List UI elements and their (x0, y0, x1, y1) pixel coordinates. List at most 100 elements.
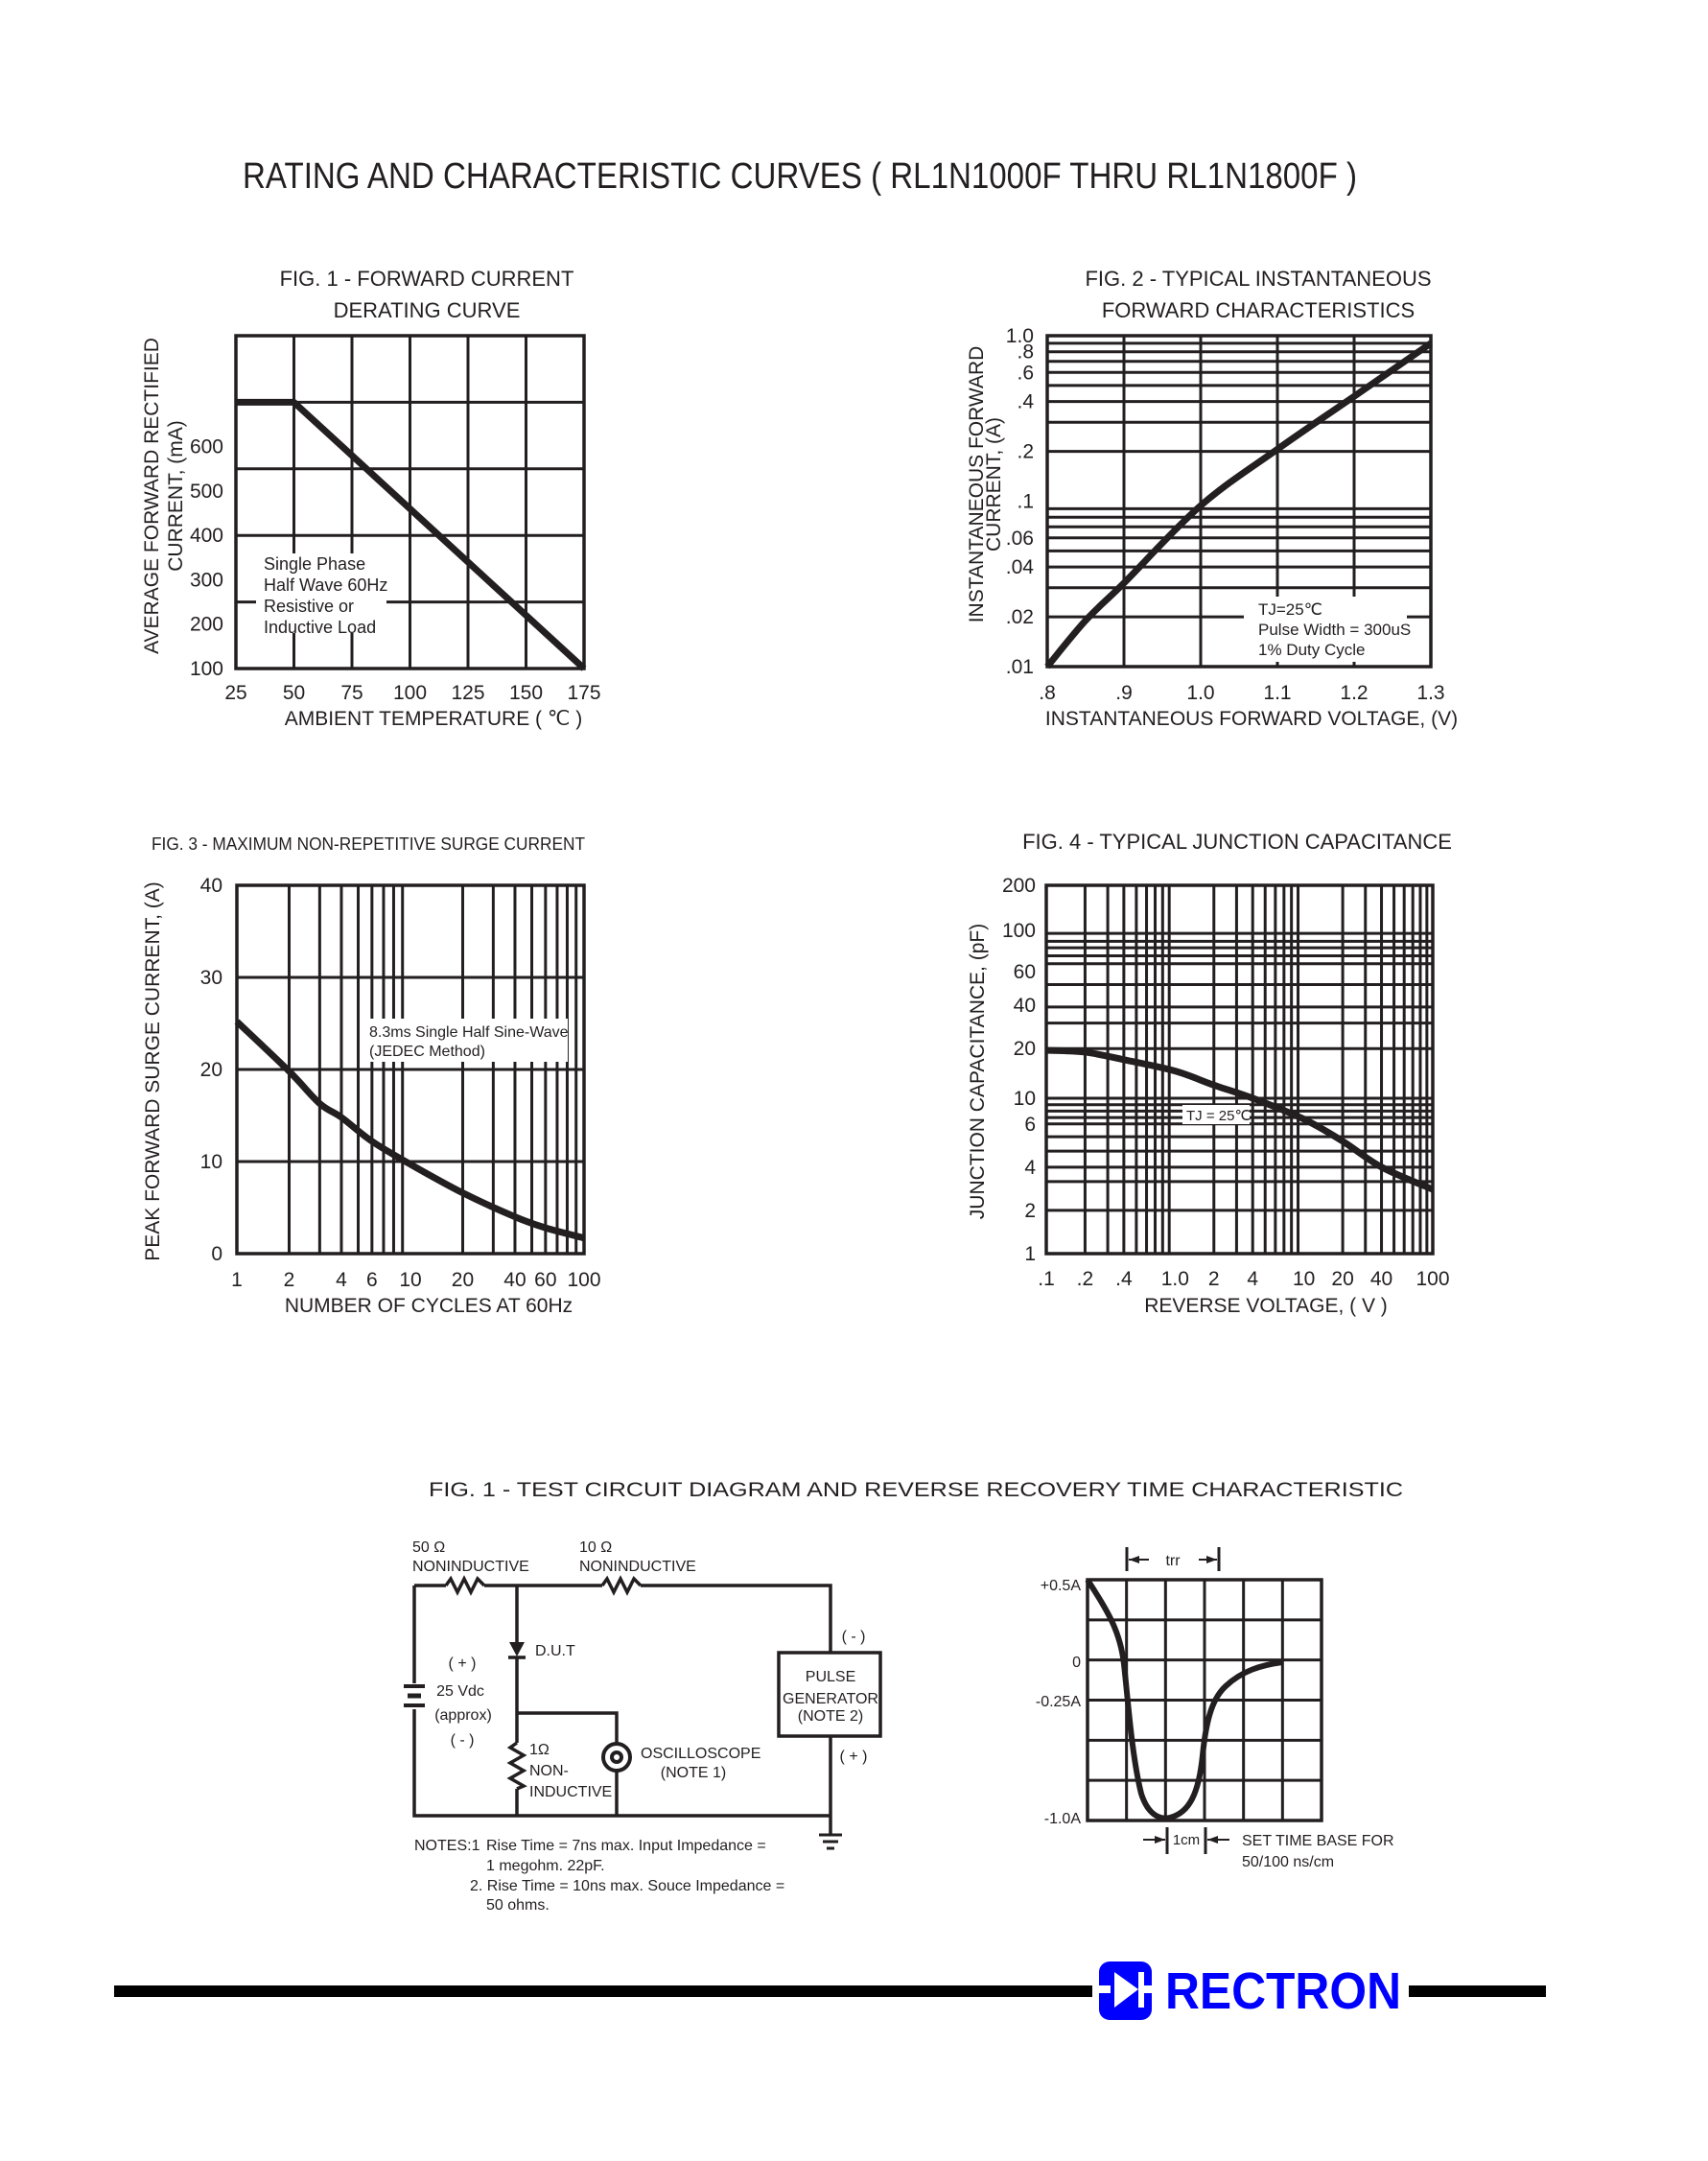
fig2-y-axis-title-line1: INSTANTANEOUS FORWARD (966, 346, 988, 623)
r50-value: 50 Ω (412, 1539, 445, 1556)
y-tick-label: .8 (1017, 341, 1034, 364)
x-tick-label: 4 (336, 1269, 347, 1291)
data-point (1084, 1051, 1086, 1053)
data-point (293, 401, 294, 403)
annotation-background (1182, 1105, 1250, 1124)
y-tick-label: 10 (200, 1151, 222, 1173)
circuit-wires (412, 1584, 832, 1835)
annotation-text: TJ=25℃ (1258, 600, 1322, 619)
reverse-recovery-waveform: +0.5A 0 -0.25A -1.0A trr 1cm SET TIME BA… (1036, 1547, 1394, 1870)
fig3-title: FIG. 3 - MAXIMUM NON-REPETITIVE SURGE CU… (152, 834, 585, 854)
x-tick-label: 40 (1370, 1268, 1392, 1290)
x-tick-label: .1 (1038, 1268, 1055, 1290)
x-tick-label: 20 (1331, 1268, 1353, 1290)
wave-label-plus-half: +0.5A (1041, 1578, 1082, 1594)
data-point (1213, 1084, 1215, 1086)
y-tick-label: .02 (1006, 606, 1034, 628)
fig4-x-axis-title: REVERSE VOLTAGE, ( V ) (1144, 1295, 1388, 1317)
annotation-text: Pulse Width = 300uS (1258, 621, 1411, 639)
fig4-y-axis-title: JUNCTION CAPACITANCE, (pF) (967, 924, 989, 1219)
x-tick-label: 50 (283, 682, 305, 704)
y-tick-label: 500 (190, 481, 223, 503)
fig2-x-axis-title: INSTANTANEOUS FORWARD VOLTAGE, (V) (1045, 708, 1458, 730)
recovery-current-curve (1085, 1578, 1283, 1821)
resistor-50-ohm-icon (444, 1575, 486, 1596)
x-tick-label: .9 (1115, 682, 1133, 704)
y-tick-label: 30 (200, 967, 222, 989)
resistor-10-ohm-icon (600, 1575, 643, 1596)
annotation-text: 8.3ms Single Half Sine-Wave (369, 1024, 569, 1041)
page-title: RATING AND CHARACTERISTIC CURVES ( RL1N1… (243, 156, 1357, 197)
x-tick-label: 1.2 (1340, 682, 1368, 704)
x-tick-label: 150 (509, 682, 543, 704)
r10-value: 10 Ω (579, 1539, 612, 1556)
y-tick-label: 200 (1002, 875, 1036, 897)
scale-label: 1cm (1173, 1832, 1200, 1848)
data-point (340, 1116, 342, 1118)
supply-plus: ( + ) (449, 1656, 477, 1672)
plot-frame (235, 883, 586, 1256)
oscilloscope-label: OSCILLOSCOPE (641, 1746, 760, 1762)
rectron-logo-text: RECTRON (1165, 1962, 1401, 2020)
x-tick-label: 25 (224, 682, 246, 704)
x-tick-label: .8 (1039, 682, 1056, 704)
data-point (1200, 505, 1202, 506)
r1-type-2: INDUCTIVE (529, 1784, 612, 1800)
data-point (461, 1192, 463, 1194)
fig1-title-line2: DERATING CURVE (334, 298, 521, 322)
data-point (1303, 1118, 1305, 1120)
x-tick-label: 75 (340, 682, 363, 704)
x-tick-label: .4 (1115, 1268, 1133, 1290)
x-tick-label: 10 (399, 1269, 421, 1291)
data-point (1353, 395, 1355, 397)
annotation-text: 1% Duty Cycle (1258, 641, 1365, 659)
data-point (1252, 1097, 1253, 1099)
x-tick-label: 1.1 (1263, 682, 1291, 704)
y-tick-label: 300 (190, 569, 223, 591)
footer-rule-right (1409, 1985, 1546, 1997)
x-tick-label: 10 (1293, 1268, 1315, 1290)
data-point (318, 1103, 320, 1105)
x-tick-label: 4 (1247, 1268, 1258, 1290)
data-point (1123, 1059, 1125, 1061)
annotation-text: TJ = 25℃ (1186, 1108, 1251, 1124)
trr-label: trr (1165, 1553, 1181, 1569)
wave-label-zero: 0 (1072, 1655, 1081, 1671)
data-point (1276, 448, 1278, 450)
r1-value: 1Ω (529, 1742, 550, 1758)
fig2-title-line1: FIG. 2 - TYPICAL INSTANTANEOUS (1085, 267, 1431, 291)
x-tick-label: 1.0 (1186, 682, 1214, 704)
y-tick-label: .2 (1017, 441, 1034, 463)
data-point (545, 1227, 547, 1229)
x-tick-label: 125 (451, 682, 484, 704)
circuit-title: FIG. 1 - TEST CIRCUIT DIAGRAM AND REVERS… (429, 1479, 1403, 1501)
y-tick-label: .01 (1006, 656, 1034, 678)
x-tick-label: 1.0 (1161, 1268, 1189, 1290)
x-tick-label: 60 (534, 1269, 556, 1291)
x-tick-label: .2 (1077, 1268, 1094, 1290)
y-tick-label: 20 (1014, 1038, 1036, 1060)
oscilloscope-icon (601, 1742, 632, 1773)
note1-line2: 1 megohm. 22pF. (486, 1858, 605, 1874)
annotation-text: Resistive or (264, 597, 354, 616)
fig1-y-axis-title-line1: AVERAGE FORWARD RECTIFIED (141, 338, 163, 654)
fig1-y-axis-title-line2: CURRENT, (mA) (165, 420, 187, 572)
data-point (409, 1163, 411, 1165)
fig4-title: FIG. 4 - TYPICAL JUNCTION CAPACITANCE (1022, 830, 1452, 854)
y-tick-label: 200 (190, 614, 223, 636)
x-tick-label: 2 (284, 1269, 295, 1291)
fig1-title-line1: FIG. 1 - FORWARD CURRENT (280, 267, 574, 291)
y-tick-label: 400 (190, 525, 223, 547)
battery-icon (404, 1684, 425, 1707)
plot-frame (1045, 334, 1433, 669)
x-tick-label: 20 (452, 1269, 474, 1291)
x-tick-label: 1.3 (1416, 682, 1444, 704)
generator-label-1: PULSE (806, 1669, 855, 1685)
oscilloscope-note: (NOTE 1) (661, 1765, 726, 1781)
annotation-background (363, 1019, 568, 1062)
wave-label-minus-quarter: -0.25A (1036, 1694, 1081, 1710)
y-tick-label: .4 (1017, 391, 1034, 413)
dut-label: D.U.T (535, 1643, 575, 1659)
supply-minus: ( - ) (451, 1732, 475, 1749)
